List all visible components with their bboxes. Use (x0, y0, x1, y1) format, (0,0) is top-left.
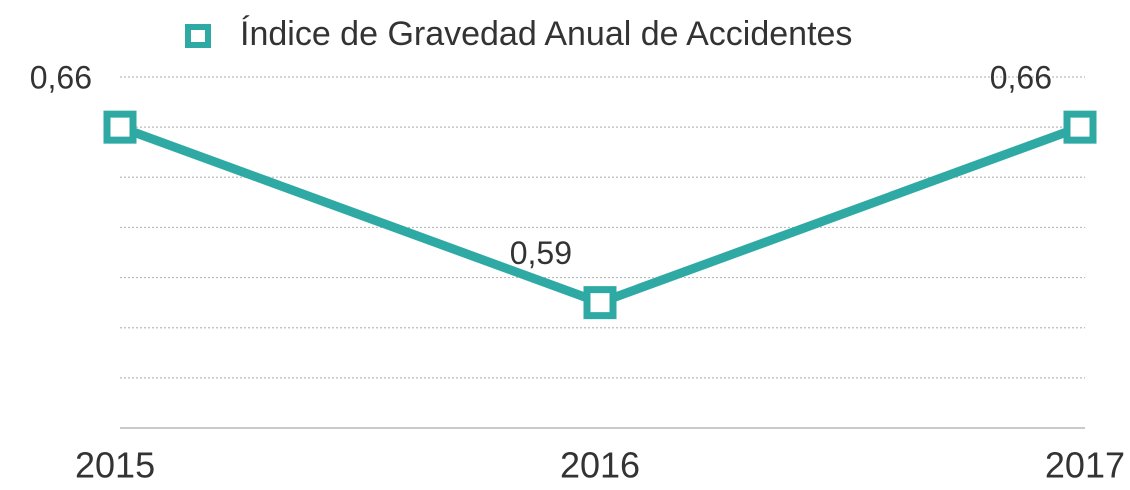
data-label: 0,66 (30, 60, 92, 96)
point-marker (583, 286, 617, 320)
data-label: 0,66 (990, 60, 1052, 96)
point-marker (1063, 110, 1097, 144)
legend-marker (185, 24, 211, 48)
line (118, 122, 1082, 308)
legend-label: Índice de Gravedad Anual de Accidentes (240, 15, 852, 53)
point-marker (103, 110, 137, 144)
x-tick-label: 2015 (75, 445, 155, 486)
x-tick-label: 2016 (560, 445, 640, 486)
x-tick-label: 2017 (1045, 445, 1125, 486)
data-label: 0,59 (510, 235, 572, 271)
